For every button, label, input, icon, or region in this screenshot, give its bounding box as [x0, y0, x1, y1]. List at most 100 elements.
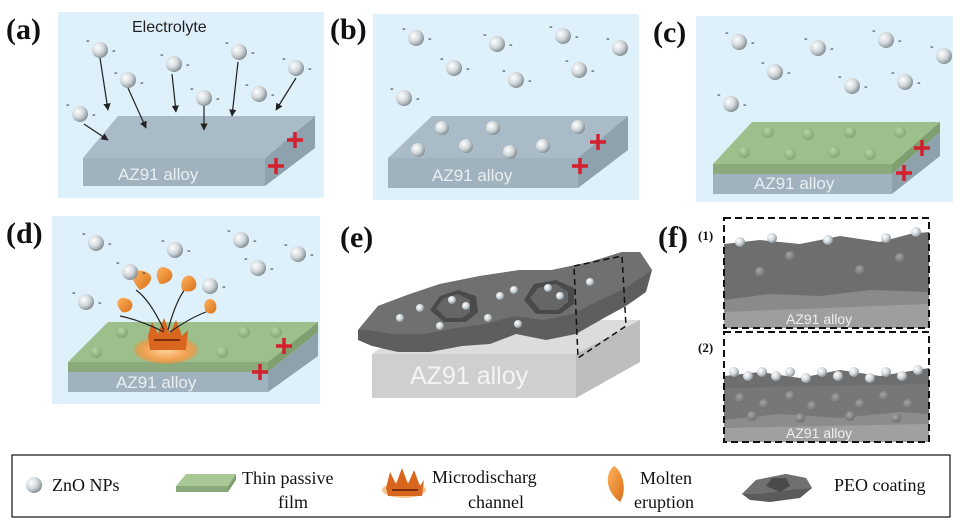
svg-text:-: -	[549, 21, 553, 33]
zno-particle	[486, 121, 500, 135]
zno-particle	[459, 139, 473, 153]
svg-text:-: -	[72, 287, 76, 299]
zno-particle	[408, 30, 424, 46]
zno-particle	[571, 120, 585, 134]
svg-text:-: -	[308, 63, 312, 75]
svg-text:-: -	[502, 65, 506, 77]
svg-text:-: -	[161, 235, 165, 247]
alloy-label: AZ91 alloy	[410, 362, 529, 390]
zno-particle	[723, 96, 739, 112]
svg-text:-: -	[310, 249, 314, 261]
panel-label: (a)	[6, 13, 41, 46]
sublabel-1: (1)	[698, 228, 713, 243]
svg-text:-: -	[142, 267, 146, 279]
embedded-particles	[735, 391, 913, 423]
alloy-label: AZ91 alloy	[754, 174, 835, 193]
svg-text:-: -	[284, 239, 288, 251]
svg-text:-: -	[225, 37, 229, 49]
alloy-front	[68, 372, 268, 392]
svg-text:-: -	[160, 49, 164, 61]
svg-text:-: -	[82, 228, 86, 240]
zno-particle	[78, 294, 94, 310]
zno-particle	[844, 78, 860, 94]
panel-label: (d)	[6, 217, 43, 250]
legend-micro-line1: Microdischarg	[432, 467, 537, 487]
microdischarge-legend-icon	[382, 468, 426, 498]
zno-particles	[396, 28, 628, 159]
svg-text:-: -	[751, 37, 755, 49]
svg-text:-: -	[416, 93, 420, 105]
zno-particle	[120, 72, 136, 88]
svg-text:-: -	[402, 23, 406, 35]
plus-sign	[590, 134, 606, 150]
svg-text:-: -	[253, 235, 257, 247]
passive-film-legend-icon	[176, 474, 236, 492]
svg-text:-: -	[591, 65, 595, 77]
legend-micro-line2: channel	[468, 492, 524, 512]
alloy-front	[372, 354, 576, 398]
passive-film-side	[268, 322, 318, 372]
svg-text:-: -	[251, 47, 255, 59]
cross-section-2: AZ91 alloy	[723, 331, 930, 443]
zno-particle	[231, 44, 247, 60]
svg-text:-: -	[227, 225, 231, 237]
peo-coating-layer	[358, 252, 652, 352]
alloy-front	[713, 174, 892, 194]
zno-particle	[250, 260, 266, 276]
svg-text:-: -	[725, 27, 729, 39]
zno-particle	[489, 36, 505, 52]
svg-text:-: -	[898, 35, 902, 47]
zno-particle	[288, 60, 304, 76]
svg-text:-: -	[483, 29, 487, 41]
svg-text:-: -	[140, 77, 144, 89]
sublabel-2: (2)	[698, 340, 713, 355]
panel-e: (e) AZ91 alloy	[340, 221, 652, 398]
svg-text:-: -	[838, 71, 842, 83]
svg-text:-: -	[917, 77, 921, 89]
alloy-side	[268, 332, 318, 392]
zno-particle	[233, 232, 249, 248]
panel-label: (c)	[653, 16, 686, 49]
molten-droplets	[117, 267, 217, 314]
legend-molten-line1: Molten	[640, 468, 692, 488]
svg-text:-: -	[186, 59, 190, 71]
alloy-front	[83, 158, 265, 186]
svg-text:-: -	[108, 238, 112, 250]
negative-charges: - - - - - - - - - - - - - - -	[72, 225, 314, 309]
zno-particles	[72, 42, 304, 122]
plus-sign	[252, 364, 268, 380]
zno-particle	[88, 235, 104, 251]
cross-section-1: AZ91 alloy	[723, 217, 930, 329]
legend: ZnO NPs Thin passive film Microdischarg …	[11, 454, 951, 518]
alloy-front	[388, 158, 578, 188]
zoom-box	[573, 255, 627, 360]
plus-sign	[896, 165, 912, 181]
passive-film-front	[68, 362, 268, 372]
alloy-label: AZ91 alloy	[786, 311, 852, 327]
zno-particles	[723, 32, 952, 112]
plus-sign	[276, 338, 292, 354]
zno-particle	[897, 74, 913, 90]
embedded-particles	[738, 126, 906, 160]
zno-particle	[810, 40, 826, 56]
svg-text:-: -	[216, 93, 220, 105]
svg-text:-: -	[187, 245, 191, 257]
svg-text:-: -	[864, 81, 868, 93]
svg-text:-: -	[190, 83, 194, 95]
panel-label: (f)	[658, 221, 688, 254]
svg-text:-: -	[114, 67, 118, 79]
coating-particles	[396, 278, 594, 330]
zno-particle	[571, 62, 587, 78]
zno-particle	[936, 48, 952, 64]
alloy-label: AZ91 alloy	[432, 166, 513, 185]
svg-text:-: -	[743, 99, 747, 111]
svg-text:-: -	[282, 53, 286, 65]
zno-particle	[435, 121, 449, 135]
svg-text:-: -	[98, 297, 102, 309]
zno-particle	[290, 246, 306, 262]
svg-text:-: -	[891, 67, 895, 79]
zno-legend-icon	[26, 477, 42, 493]
zno-particle	[767, 64, 783, 80]
zno-particle	[411, 143, 425, 157]
zno-particle	[446, 60, 462, 76]
